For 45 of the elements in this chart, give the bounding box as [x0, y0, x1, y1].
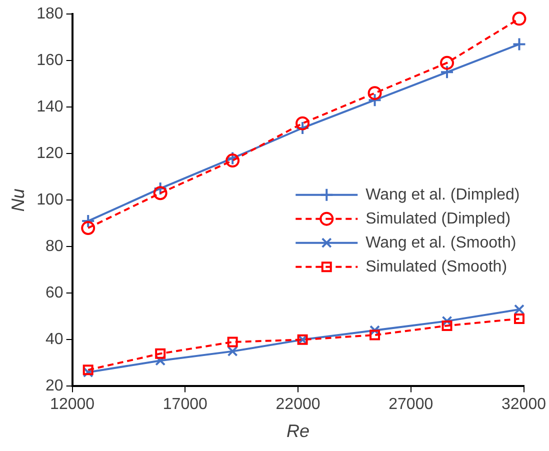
x-tick-label: 17000 [162, 396, 208, 414]
x-tick-label: 32000 [502, 396, 546, 414]
point [227, 336, 238, 348]
point [370, 325, 380, 336]
point [514, 313, 524, 324]
point [442, 316, 452, 326]
point [81, 221, 96, 236]
point [368, 93, 382, 108]
x-axis-title: Re [286, 421, 310, 442]
point [370, 330, 380, 340]
y-tick-label: 180 [36, 5, 64, 22]
y-tick-label: 60 [46, 284, 64, 302]
point [227, 346, 238, 357]
y-tick-label: 160 [36, 52, 64, 69]
point [514, 304, 524, 315]
x-tick-label: 27000 [388, 396, 434, 414]
point [155, 348, 166, 359]
point [153, 181, 168, 196]
y-tick-label: 20 [46, 378, 64, 395]
point [296, 116, 310, 130]
y-tick-label: 140 [36, 98, 64, 116]
point [512, 37, 526, 52]
legend-label: Wang et al. (Smooth) [366, 234, 516, 252]
y-axis-title: Nu [8, 188, 28, 212]
point [440, 65, 454, 80]
point [442, 320, 452, 331]
x-tick-label: 12000 [50, 396, 95, 414]
point [153, 186, 168, 200]
legend-label: Simulated (Dimpled) [366, 210, 511, 228]
y-tick-label: 80 [46, 238, 64, 256]
legend-label: Simulated (Smooth) [366, 258, 508, 276]
point [296, 120, 310, 135]
legend-label: Wang et al. (Dimpled) [366, 186, 520, 204]
x-tick-label: 22000 [276, 396, 320, 414]
point [368, 86, 382, 100]
y-tick-label: 40 [46, 331, 64, 348]
point [155, 355, 166, 366]
point [226, 154, 240, 168]
point [512, 12, 526, 26]
point [82, 367, 94, 378]
point [440, 56, 454, 70]
point [82, 364, 94, 376]
y-tick-label: 120 [36, 144, 64, 162]
point [81, 214, 96, 228]
y-tick-label: 100 [36, 192, 64, 209]
